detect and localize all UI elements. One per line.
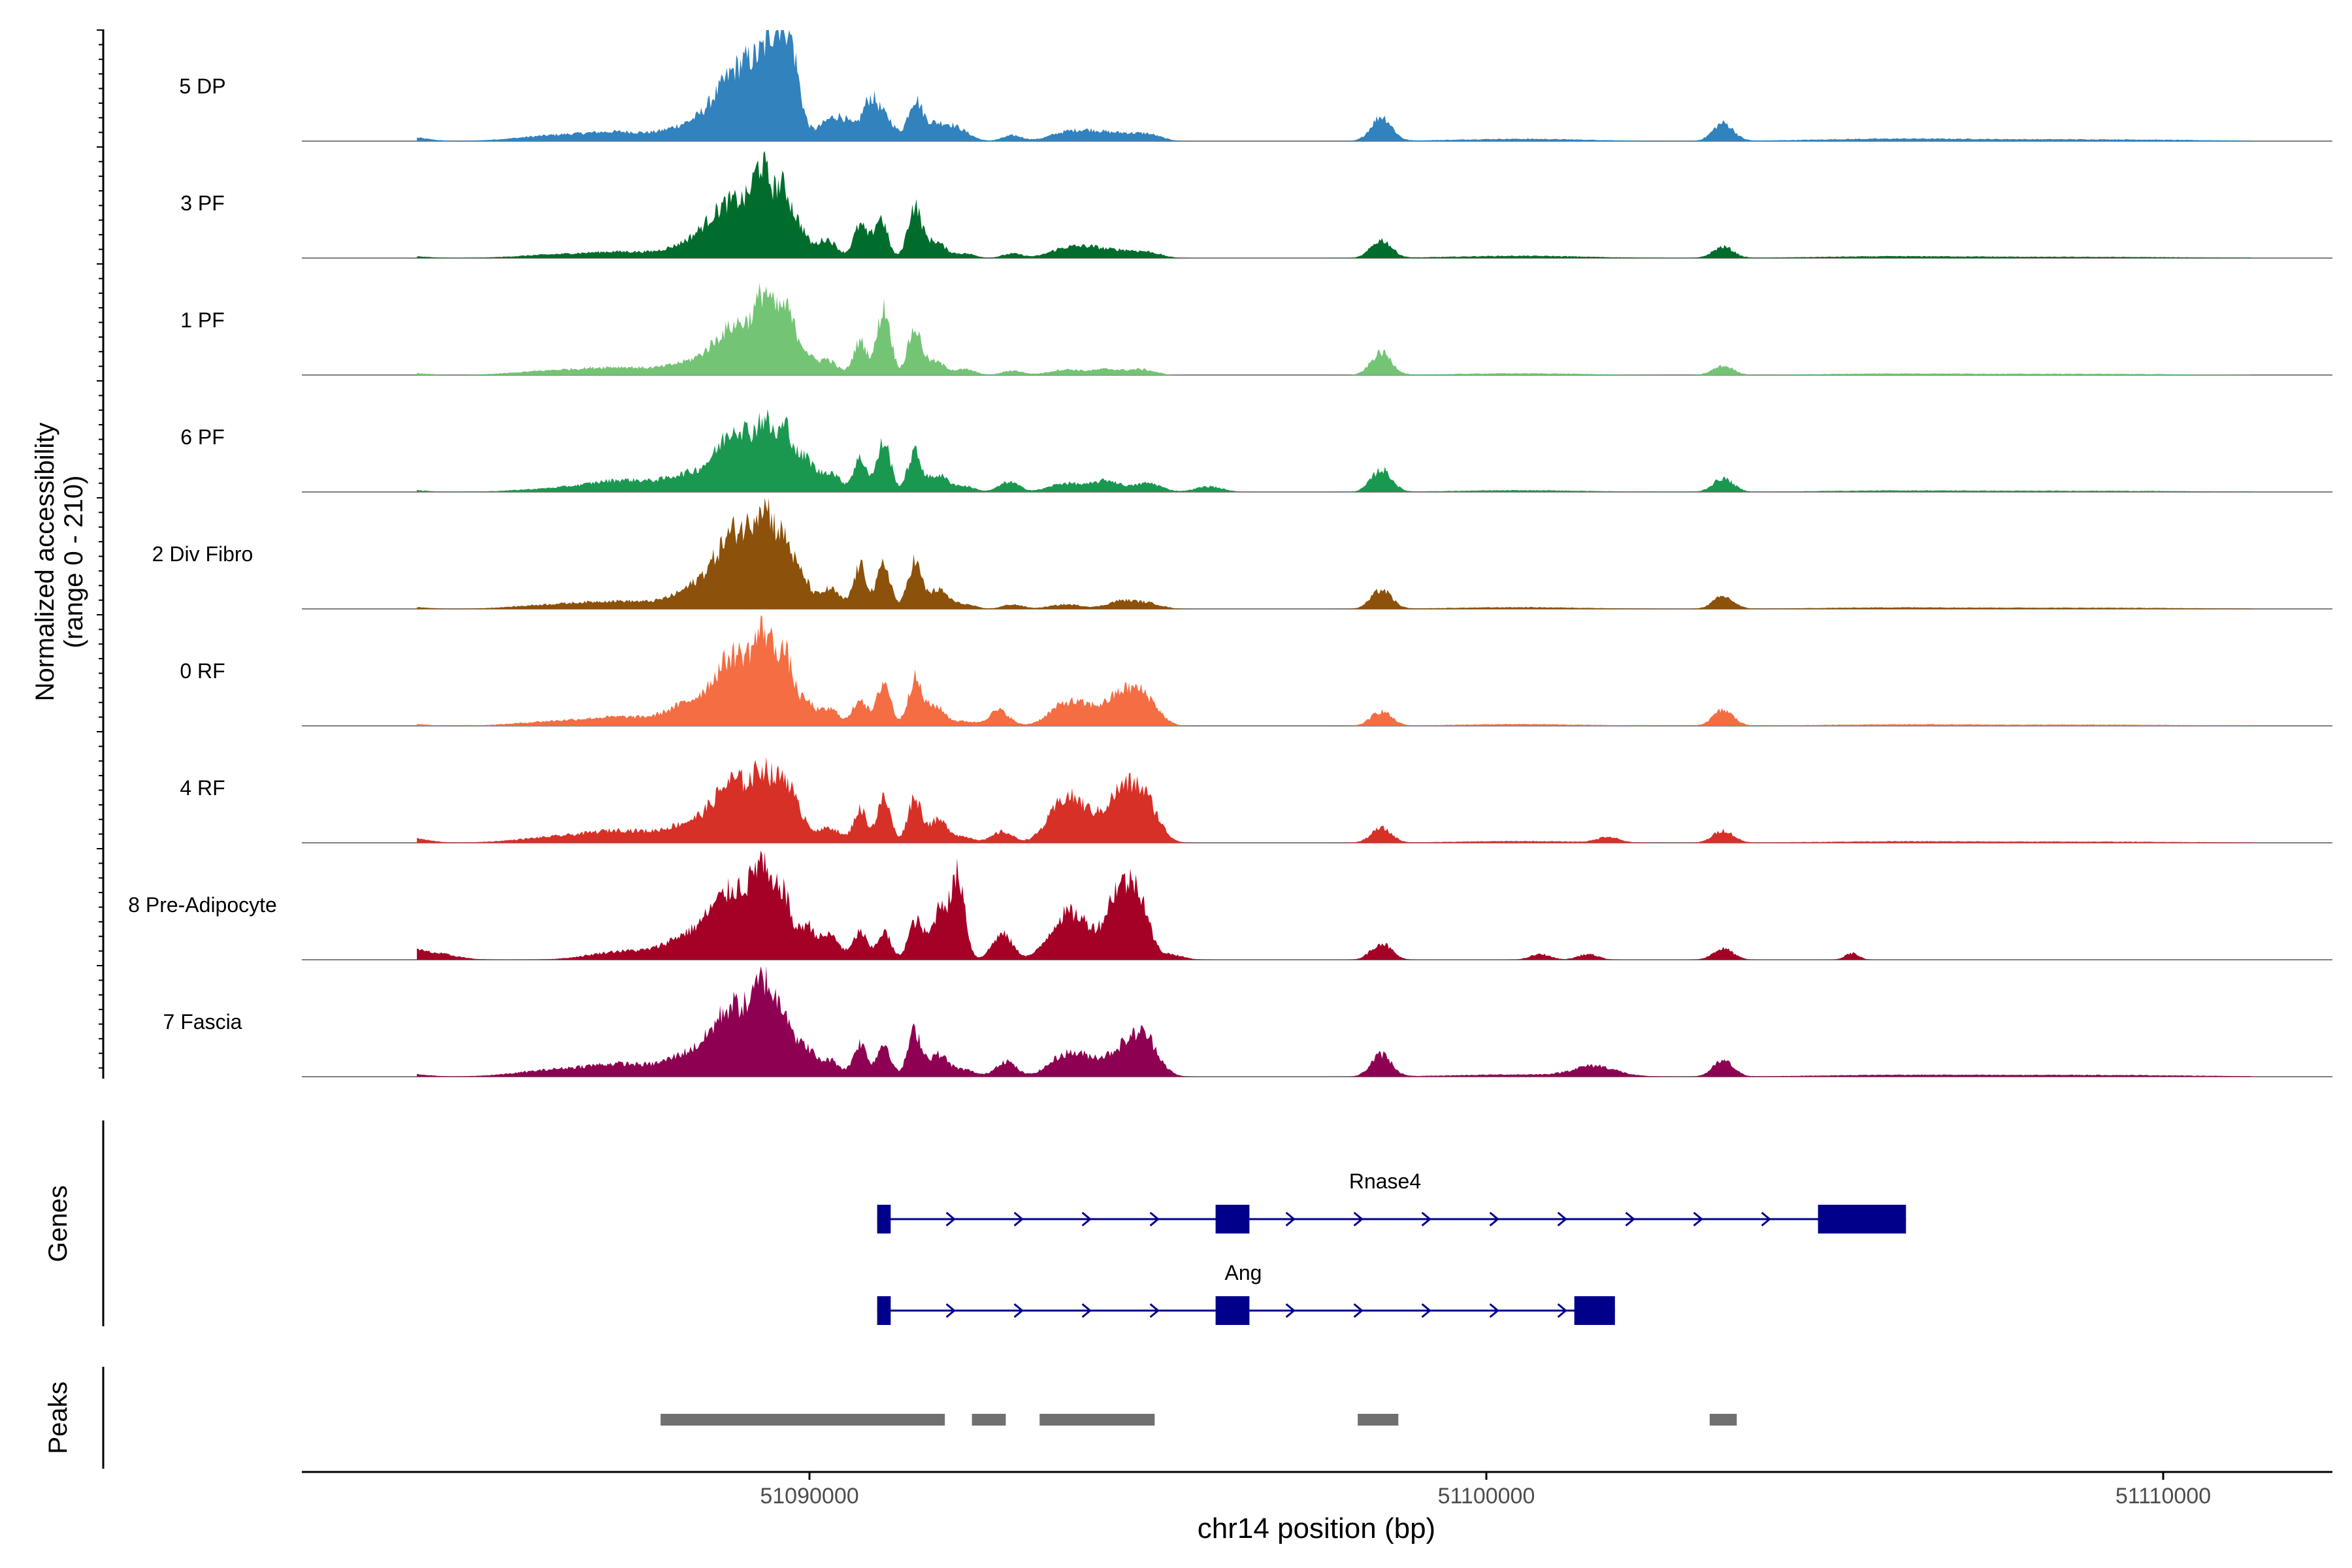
peaks-panel-label: Peaks xyxy=(44,1381,73,1454)
coverage-area xyxy=(417,757,2251,843)
strand-arrow xyxy=(1149,1303,1160,1318)
gene-name-label: Ang xyxy=(1225,1261,1262,1284)
track-label: 6 PF xyxy=(180,425,225,449)
track-3: 6 PF xyxy=(180,408,2332,493)
coverage-y-ticks xyxy=(97,29,103,1069)
strand-arrow xyxy=(1013,1211,1024,1227)
strand-arrow xyxy=(1489,1211,1499,1227)
peak-region xyxy=(1709,1414,1737,1426)
x-axis-label: chr14 position (bp) xyxy=(1198,1512,1435,1544)
gene-exon xyxy=(877,1205,891,1233)
track-label: 8 Pre-Adipocyte xyxy=(128,893,277,917)
coverage-area xyxy=(417,966,2251,1077)
strand-arrow xyxy=(945,1211,956,1227)
strand-arrow xyxy=(1013,1303,1024,1318)
peak-region xyxy=(1039,1414,1155,1426)
track-label: 4 RF xyxy=(180,776,225,800)
coverage-area xyxy=(417,498,2251,609)
track-label: 1 PF xyxy=(180,308,225,332)
strand-arrow xyxy=(1693,1211,1703,1227)
strand-arrow xyxy=(1421,1211,1431,1227)
peak-region xyxy=(661,1414,945,1426)
coverage-tracks: 5 DP 3 PF 1 PF 6 PF 2 Div Fibro 0 RF 4 RF 8 Pre… xyxy=(128,30,2332,1077)
gene-annotations: Rnase4 Ang xyxy=(877,1169,1906,1325)
track-8: 7 Fascia xyxy=(163,966,2332,1077)
strand-arrow xyxy=(1557,1303,1567,1318)
gene-exon xyxy=(1215,1296,1250,1325)
track-label: 3 PF xyxy=(180,191,225,215)
track-2: 1 PF xyxy=(180,283,2332,376)
track-0: 5 DP xyxy=(179,30,2332,142)
peak-region xyxy=(1358,1414,1399,1426)
x-tick-label: 51100000 xyxy=(1438,1484,1535,1509)
strand-arrow xyxy=(1421,1303,1431,1318)
strand-arrow xyxy=(1625,1211,1635,1227)
track-1: 3 PF xyxy=(180,151,2332,259)
x-axis-ticks: 51090000 51100000 51110000 xyxy=(760,1472,2211,1509)
gene-exon xyxy=(1215,1205,1250,1233)
gene-exon xyxy=(1818,1205,1906,1233)
coverage-area xyxy=(417,408,2251,492)
genes-panel-label: Genes xyxy=(44,1185,73,1262)
x-tick-label: 51110000 xyxy=(2115,1484,2211,1509)
track-label: 0 RF xyxy=(180,659,225,683)
gene-rnase4: Rnase4 xyxy=(877,1169,1906,1233)
y-axis-label-line2: (range 0 - 210) xyxy=(59,476,88,649)
coverage-area xyxy=(417,615,2251,726)
strand-arrow xyxy=(1081,1303,1092,1318)
track-6: 4 RF xyxy=(180,757,2332,843)
gene-name-label: Rnase4 xyxy=(1349,1169,1421,1193)
y-axis-label-line1: Normalized accessibility xyxy=(31,423,59,702)
track-7: 8 Pre-Adipocyte xyxy=(128,850,2332,960)
x-tick-label: 51090000 xyxy=(760,1484,858,1509)
track-4: 2 Div Fibro xyxy=(152,498,2332,610)
strand-arrow xyxy=(1081,1211,1092,1227)
strand-arrow xyxy=(1285,1211,1296,1227)
track-label: 2 Div Fibro xyxy=(152,542,253,566)
coverage-area xyxy=(417,151,2251,258)
coverage-area xyxy=(417,30,2251,141)
strand-arrow xyxy=(1353,1211,1364,1227)
strand-arrow xyxy=(1149,1211,1160,1227)
gene-exon xyxy=(877,1296,891,1325)
track-5: 0 RF xyxy=(180,615,2332,727)
coverage-area xyxy=(417,850,2251,960)
strand-arrow xyxy=(1353,1303,1364,1318)
track-label: 5 DP xyxy=(179,74,225,98)
strand-arrow xyxy=(1557,1211,1567,1227)
strand-arrow xyxy=(1285,1303,1296,1318)
strand-arrow xyxy=(945,1303,956,1318)
track-label: 7 Fascia xyxy=(163,1010,242,1034)
coverage-area xyxy=(417,283,2251,375)
peak-regions xyxy=(661,1414,1737,1426)
gene-ang: Ang xyxy=(877,1261,1615,1325)
gene-exon xyxy=(1574,1296,1615,1325)
strand-arrow xyxy=(1761,1211,1771,1227)
peak-region xyxy=(972,1414,1006,1426)
strand-arrow xyxy=(1489,1303,1499,1318)
